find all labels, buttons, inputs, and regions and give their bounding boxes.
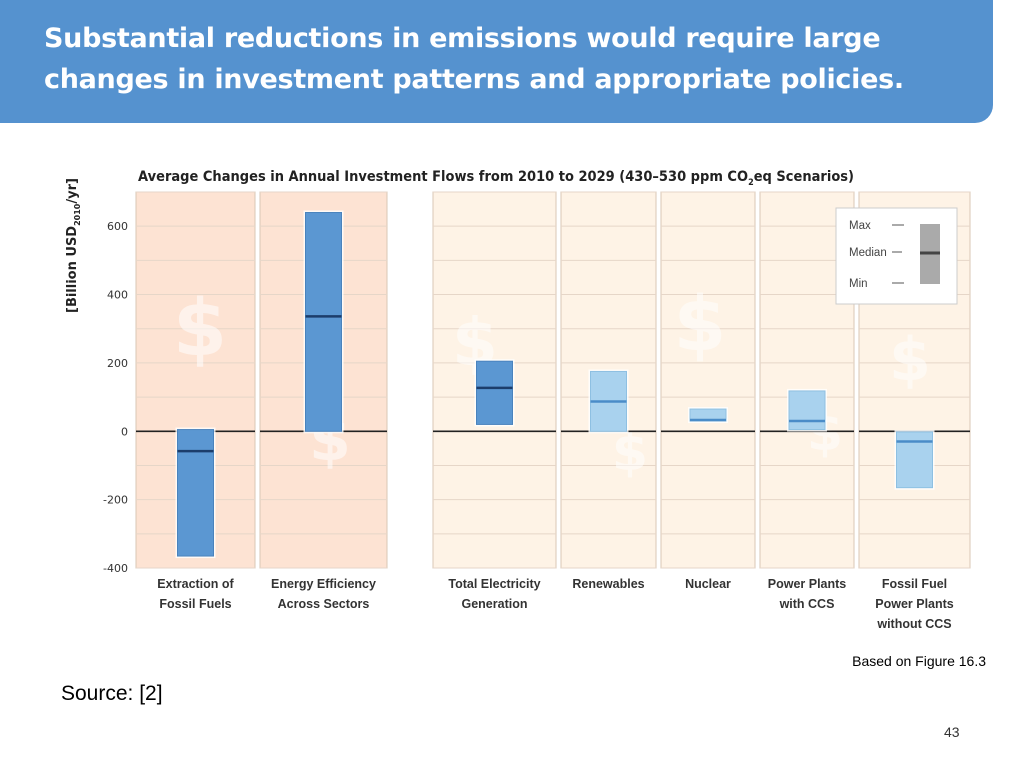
y-tick-label: -200 <box>103 494 128 507</box>
slide-title-line-1: Substantial reductions in emissions woul… <box>44 23 881 54</box>
figure-note: Based on Figure 16.3 <box>852 653 986 669</box>
category-label: Fossil Fuel Power Plants without CCS <box>875 577 954 631</box>
source-citation: Source: [2] <box>61 682 163 705</box>
range-bar <box>305 212 342 432</box>
category-label: Extraction of Fossil Fuels <box>157 577 234 611</box>
category-label: Nuclear <box>685 577 731 591</box>
slide-title-line-2: changes in investment patterns and appro… <box>44 64 904 95</box>
category-label: Energy Efficiency Across Sectors <box>271 577 376 611</box>
dollar-watermark-icon: $ <box>674 279 727 368</box>
chart-title: Average Changes in Annual Investment Flo… <box>138 169 854 188</box>
slide-title: Substantial reductions in emissions woul… <box>44 18 944 100</box>
range-bar <box>788 390 826 431</box>
dollar-watermark-icon: $ <box>173 284 227 374</box>
range-bar <box>177 429 214 557</box>
y-tick-label: 400 <box>107 289 128 302</box>
category-label: Renewables <box>572 577 644 591</box>
panel-background <box>660 191 756 569</box>
y-tick-label: 200 <box>107 357 128 370</box>
dollar-watermark-icon: $ <box>889 325 931 395</box>
y-tick-label: -400 <box>103 562 128 575</box>
y-tick-label: 600 <box>107 220 128 233</box>
page-number: 43 <box>944 724 960 740</box>
range-bar <box>476 360 513 425</box>
category-label: Total Electricity Generation <box>448 577 540 611</box>
legend-label: Min <box>849 278 868 290</box>
category-label: Power Plants with CCS <box>768 577 847 611</box>
legend-label: Median <box>849 247 887 259</box>
title-band: Substantial reductions in emissions woul… <box>0 0 993 123</box>
y-tick-label: 0 <box>121 425 128 438</box>
legend-label: Max <box>849 220 871 232</box>
y-axis-label: [Billion USD2010/yr] <box>65 178 82 313</box>
